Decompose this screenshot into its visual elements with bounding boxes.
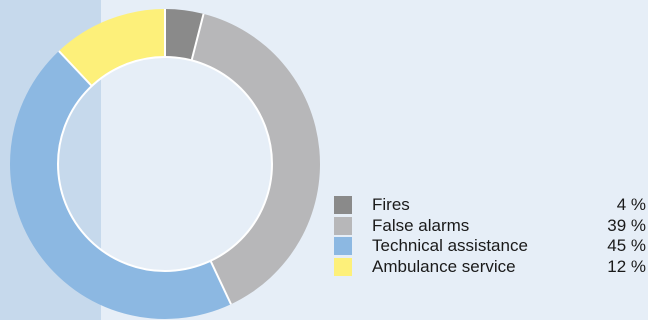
slice-separator xyxy=(58,50,93,87)
chart-legend: Fires 4 % False alarms 39 % Technical as… xyxy=(334,195,646,277)
legend-value-false-alarms: 39 % xyxy=(607,215,646,235)
legend-swatch-false-alarms xyxy=(334,216,352,235)
legend-item-false-alarms: False alarms 39 % xyxy=(334,216,646,237)
donut-slice-ambulance-service xyxy=(58,9,165,87)
slice-separator xyxy=(190,13,205,61)
legend-value-fires: 4 % xyxy=(616,195,646,214)
legend-swatch-ambulance-service xyxy=(334,257,352,276)
legend-label-false-alarms: False alarms xyxy=(372,215,470,235)
legend-item-technical-assistance: Technical assistance 45 % xyxy=(334,236,646,257)
legend-label-ambulance-service: Ambulance service xyxy=(372,256,516,276)
donut-inner-edge xyxy=(57,56,273,272)
legend-swatch-technical-assistance xyxy=(334,237,352,255)
legend-label-technical-assistance: Technical assistance xyxy=(372,236,528,255)
donut-slice-false-alarms xyxy=(191,13,320,305)
legend-value-ambulance-service: 12 % xyxy=(607,256,646,276)
legend-swatch-fires xyxy=(334,196,352,214)
donut-slice-technical-assistance xyxy=(10,51,231,320)
slice-separator xyxy=(209,260,232,305)
legend-item-ambulance-service: Ambulance service 12 % xyxy=(334,257,646,278)
legend-label-fires: Fires xyxy=(372,195,410,214)
legend-value-technical-assistance: 45 % xyxy=(607,236,646,255)
legend-item-fires: Fires 4 % xyxy=(334,195,646,216)
